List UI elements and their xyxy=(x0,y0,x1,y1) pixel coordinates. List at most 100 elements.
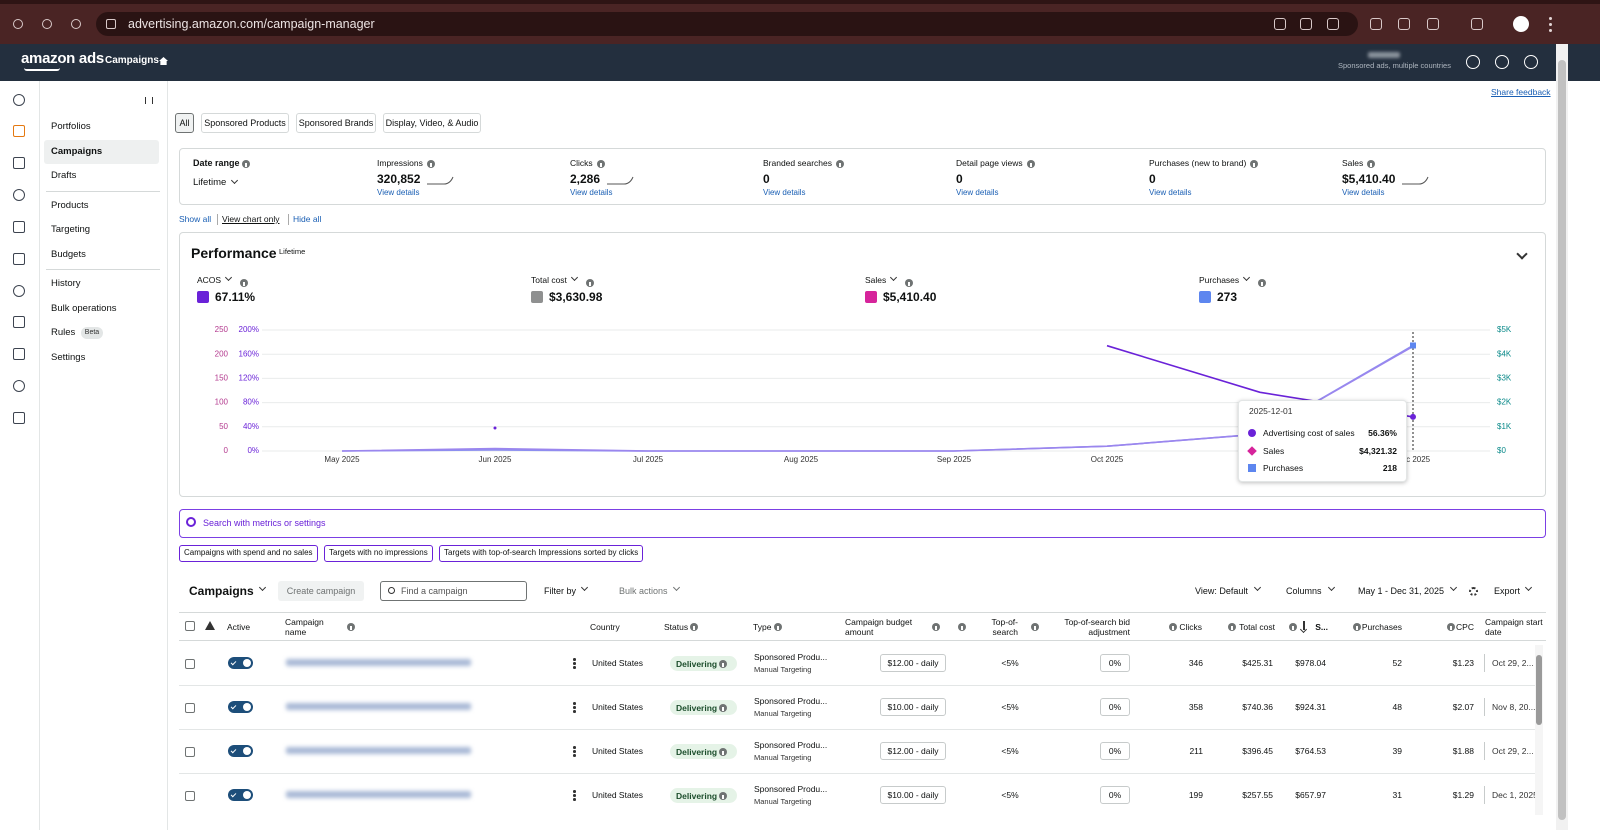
header-icon[interactable] xyxy=(1495,55,1509,69)
collapse-icon[interactable] xyxy=(145,97,153,104)
sidebar-item[interactable]: Targeting xyxy=(51,224,91,235)
table-scroll-thumb[interactable] xyxy=(1536,655,1542,725)
tab[interactable] xyxy=(175,113,194,133)
header-icon[interactable] xyxy=(1466,55,1480,69)
view-details-link[interactable]: View details xyxy=(1149,188,1192,197)
rail-icon[interactable] xyxy=(13,380,25,392)
column-header[interactable]: Campaign name xyxy=(285,616,324,637)
chip[interactable] xyxy=(439,545,643,562)
view-link[interactable]: View chart only xyxy=(222,214,280,224)
column-header[interactable]: Top-of-search xyxy=(991,616,1018,637)
sidebar-item[interactable]: Products xyxy=(51,199,89,211)
sidebar-item[interactable]: Settings xyxy=(51,351,86,363)
budget-field[interactable] xyxy=(880,786,946,804)
chip[interactable] xyxy=(324,545,433,562)
share-feedback[interactable]: Share feedback xyxy=(1491,87,1551,97)
campaign-name-blur[interactable] xyxy=(286,703,471,710)
sidebar-item[interactable]: History xyxy=(51,278,81,289)
sidebar-item[interactable]: Portfolios xyxy=(51,121,91,132)
campaign-name-blur[interactable] xyxy=(286,659,471,666)
nav-button[interactable] xyxy=(71,19,81,29)
browser-icon[interactable] xyxy=(1370,18,1382,30)
nav-button[interactable] xyxy=(42,19,52,29)
column-header[interactable]: Status xyxy=(664,621,689,632)
column-header[interactable]: Total cost xyxy=(1239,621,1275,632)
budget-field[interactable] xyxy=(880,742,946,760)
browser-icon[interactable] xyxy=(1471,18,1483,30)
tab[interactable] xyxy=(383,113,481,133)
bulk-actions[interactable]: Bulk actions xyxy=(619,586,668,596)
date-range-select[interactable]: May 1 - Dec 31, 2025 xyxy=(1358,586,1445,596)
settings-gear[interactable] xyxy=(1469,587,1478,596)
account-subtitle[interactable]: Sponsored ads, multiple countries xyxy=(1338,61,1451,70)
perf-metric-label[interactable]: ACOS xyxy=(197,275,222,285)
columns-select[interactable]: Columns xyxy=(1286,586,1322,596)
tab[interactable] xyxy=(201,113,289,133)
tab[interactable] xyxy=(296,113,376,133)
bid-field[interactable] xyxy=(1100,742,1130,760)
view-link[interactable]: Hide all xyxy=(293,214,322,224)
home-icon[interactable] xyxy=(159,57,168,65)
bid-field[interactable] xyxy=(1100,698,1130,716)
browser-icon[interactable] xyxy=(1327,18,1339,30)
perf-metric-label[interactable]: Purchases xyxy=(1199,275,1240,285)
browser-icon[interactable] xyxy=(1300,18,1312,30)
column-header[interactable]: S... xyxy=(1315,621,1328,632)
header-checkbox[interactable] xyxy=(185,621,195,631)
search-box[interactable] xyxy=(179,509,1546,538)
rail-icon[interactable] xyxy=(13,253,25,265)
budget-field[interactable] xyxy=(880,654,946,672)
column-header[interactable]: Country xyxy=(590,621,620,632)
view-details-link[interactable]: View details xyxy=(1342,188,1385,197)
column-header[interactable]: Campaign start date xyxy=(1485,616,1543,637)
rail-icon[interactable] xyxy=(13,189,25,201)
row-checkbox[interactable] xyxy=(185,747,195,757)
rail-icon[interactable] xyxy=(13,221,25,233)
rail-icon[interactable] xyxy=(13,412,25,424)
campaigns-title[interactable]: Campaigns xyxy=(189,584,254,598)
header-icon[interactable] xyxy=(1524,55,1538,69)
browser-icon[interactable] xyxy=(1398,18,1410,30)
rail-icon[interactable] xyxy=(13,348,25,360)
view-details-link[interactable]: View details xyxy=(570,188,613,197)
view-details-link[interactable]: View details xyxy=(377,188,420,197)
row-checkbox[interactable] xyxy=(185,703,195,713)
column-header[interactable]: Clicks xyxy=(1179,621,1202,632)
header-section[interactable]: Campaigns xyxy=(105,55,159,66)
chip[interactable] xyxy=(179,545,318,562)
rail-icon[interactable] xyxy=(13,157,25,169)
rail-icon[interactable] xyxy=(13,125,25,137)
export-button[interactable]: Export xyxy=(1494,586,1521,596)
rail-icon[interactable] xyxy=(13,316,25,328)
row-checkbox[interactable] xyxy=(185,791,195,801)
view-select[interactable]: View: Default xyxy=(1195,586,1248,596)
bid-field[interactable] xyxy=(1100,654,1130,672)
page-scroll-thumb[interactable] xyxy=(1558,60,1566,820)
column-header[interactable]: Type xyxy=(753,621,772,632)
sidebar-item[interactable]: Budgets xyxy=(51,248,86,260)
row-checkbox[interactable] xyxy=(185,659,195,669)
browser-icon[interactable] xyxy=(1427,18,1439,30)
profile-avatar[interactable] xyxy=(1513,16,1529,32)
perf-metric-label[interactable]: Total cost xyxy=(531,275,567,285)
sidebar-item[interactable]: Drafts xyxy=(51,170,77,181)
campaign-name-blur[interactable] xyxy=(286,791,471,798)
column-header[interactable]: CPC xyxy=(1456,621,1474,632)
column-header[interactable]: Top-of-search bid adjustment xyxy=(1064,616,1130,637)
campaign-name-blur[interactable] xyxy=(286,747,471,754)
url-field[interactable] xyxy=(96,12,1358,36)
nav-button[interactable] xyxy=(13,19,23,29)
perf-metric-label[interactable]: Sales xyxy=(865,275,887,285)
kebab-menu[interactable] xyxy=(570,745,579,757)
view-details-link[interactable]: View details xyxy=(956,188,999,197)
kebab-menu[interactable] xyxy=(570,701,579,713)
sidebar-item[interactable]: Bulk operations xyxy=(51,302,117,314)
kebab-menu[interactable] xyxy=(570,789,579,801)
view-link[interactable]: Show all xyxy=(179,214,212,224)
column-header[interactable]: Campaign budget amount xyxy=(845,616,913,637)
column-header[interactable]: Purchases xyxy=(1361,621,1402,632)
budget-field[interactable] xyxy=(880,698,946,716)
view-details-link[interactable]: View details xyxy=(763,188,806,197)
rail-icon[interactable] xyxy=(13,94,25,106)
find-input[interactable] xyxy=(380,581,527,601)
